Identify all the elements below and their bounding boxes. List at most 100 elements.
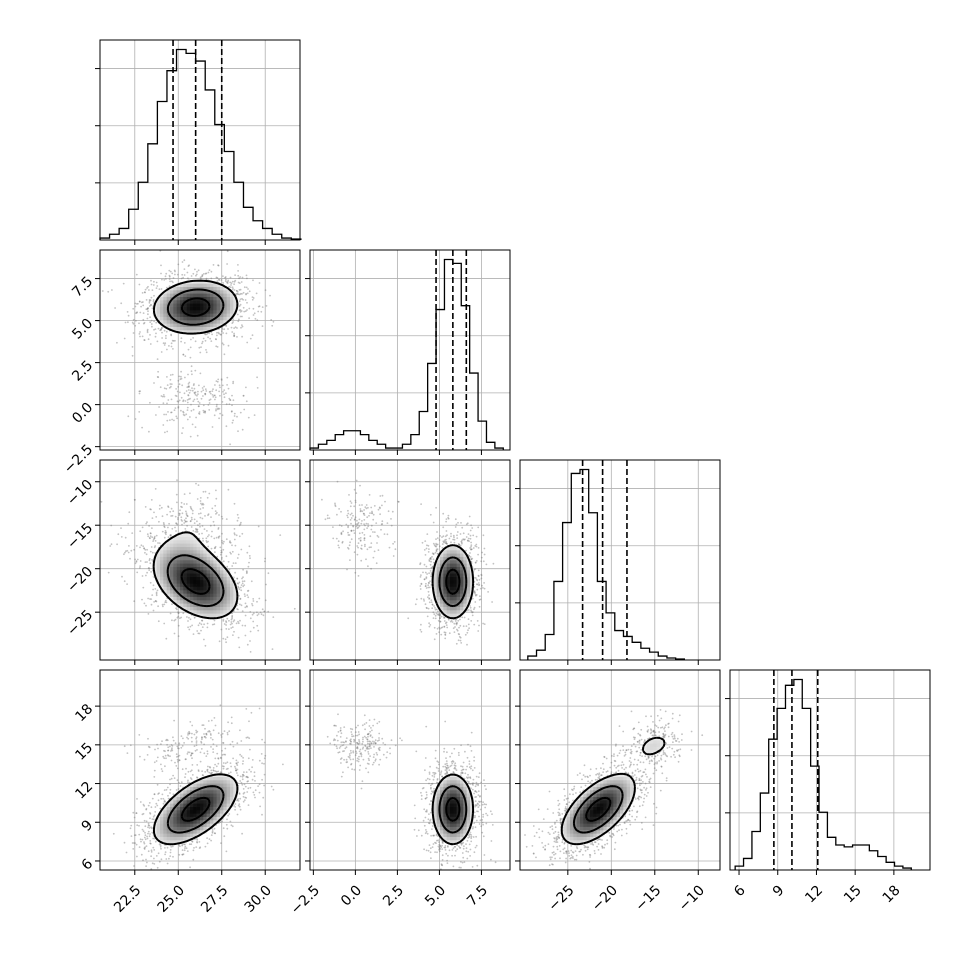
sample-point [229,820,232,823]
sample-point [161,331,163,334]
sample-point [205,537,208,540]
sample-point [237,586,240,589]
sample-point [220,515,223,518]
density-cell [193,563,197,567]
density-cell [203,590,207,594]
sample-point [154,545,157,547]
sample-point [240,310,243,312]
density-cell [230,586,234,591]
density-cell [166,323,171,327]
density-cell [223,303,227,307]
sample-point [215,389,218,392]
density-cell [180,583,184,587]
sample-point [230,765,233,768]
density-cell [163,546,167,551]
sample-point [153,280,155,283]
sample-point [136,824,139,827]
sample-point [190,508,193,511]
density-cell [210,573,214,577]
density-cell [196,560,201,564]
density-cell [173,583,177,587]
sample-point [263,741,266,744]
sample-point [157,799,160,802]
density-cell [176,286,181,291]
density-cell [163,566,167,571]
sample-point [233,327,236,329]
density-cell [203,300,207,304]
sample-point [127,314,130,317]
density-cell [160,296,164,301]
sample-point [175,493,178,496]
density-cell [220,293,224,297]
density-cell [200,586,204,591]
sample-point [235,622,238,625]
density-cell [160,556,164,561]
density-cell [183,560,187,564]
sample-point [199,276,202,279]
density-cell [193,293,197,297]
density-cell [173,540,177,544]
sample-point [172,340,175,342]
sample-point [120,302,123,305]
sample-point [155,600,158,603]
sample-point [301,740,303,742]
density-cell [186,536,191,541]
sample-point [160,506,163,509]
sample-point [125,550,127,553]
sample-point [177,755,180,758]
sample-point [157,370,160,373]
sample-point [148,558,151,560]
sample-point [236,415,238,418]
sample-point [208,399,211,402]
density-cell [176,553,181,557]
sample-point [192,408,195,411]
sample-point [197,632,200,635]
density-cell [176,583,181,587]
sample-point [241,832,244,835]
sample-point [229,541,232,544]
sample-point [191,757,193,760]
sample-point [138,322,140,325]
histogram-panel-3 [725,669,931,871]
sample-point [241,297,243,300]
sample-point [150,571,153,573]
sample-point [153,320,156,323]
sample-point [196,530,199,533]
sample-point [166,348,168,351]
sample-point [160,847,162,850]
sample-point [168,274,171,277]
sample-point [161,603,164,606]
sample-point [254,789,257,792]
sample-point [165,533,167,536]
density-cell [153,306,157,311]
density-cell [206,600,211,604]
sample-point [172,348,174,350]
density-cell [206,593,211,597]
sample-point [182,400,185,403]
sample-point [206,837,209,839]
sample-point [134,499,136,501]
sample-point [208,534,210,536]
density-cell [173,553,177,557]
density-cell [196,546,201,551]
sample-point [173,777,176,779]
sample-point [182,353,185,356]
sample-point [147,830,150,833]
density-cell [206,316,211,321]
density-cell [200,553,204,557]
sample-point [196,841,199,844]
sample-point [174,270,176,273]
sample-point [167,794,169,797]
sample-point [236,742,239,745]
sample-point [189,492,191,495]
sample-point [193,745,196,747]
density-cell [180,590,184,594]
density-cell [160,303,164,307]
density-cell [203,283,207,287]
density-cell [166,290,171,294]
density-cell [196,543,201,547]
sample-point [192,849,195,852]
sample-point [121,575,123,578]
sample-point [251,766,254,769]
sample-point [193,518,196,521]
